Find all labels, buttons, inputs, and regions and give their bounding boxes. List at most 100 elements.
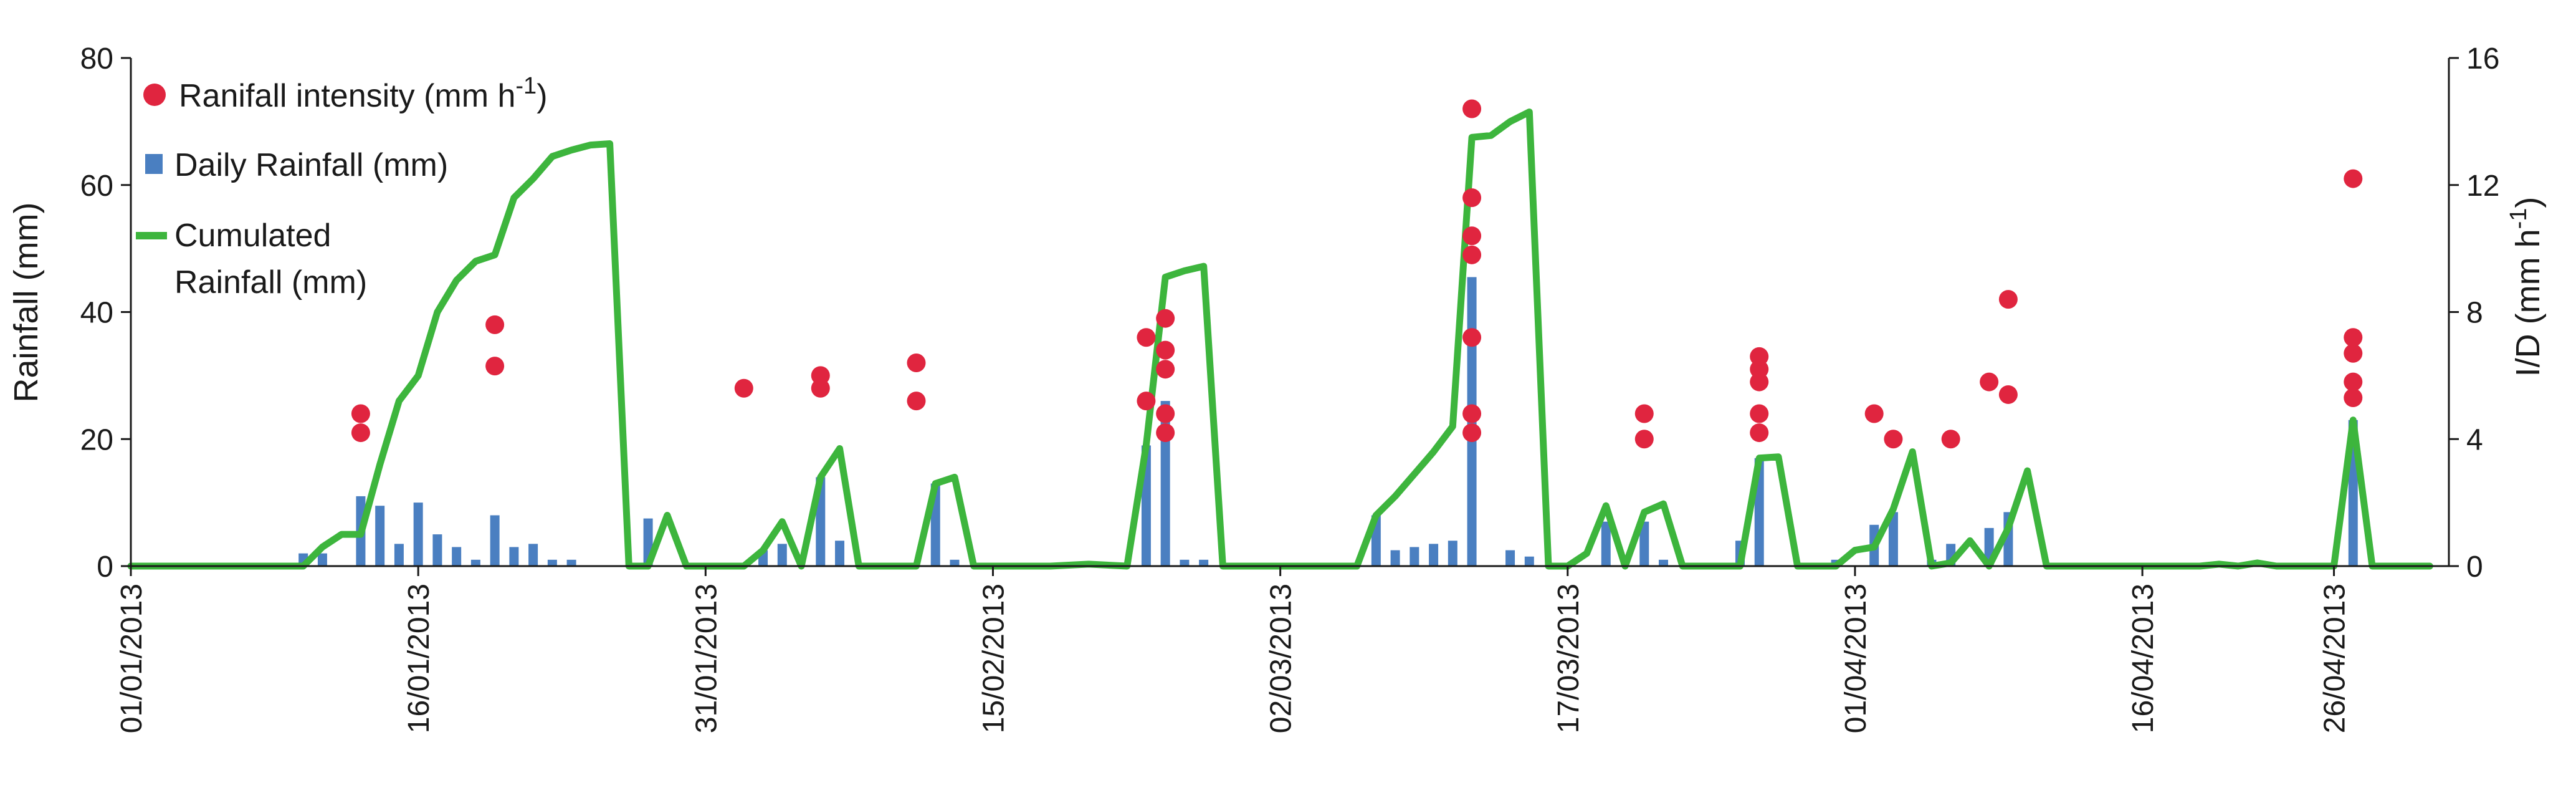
y-tick-label-left: 0	[97, 551, 113, 584]
daily-rainfall-bar	[835, 541, 845, 566]
y-tick-label-left: 80	[80, 42, 113, 75]
intensity-point	[485, 357, 505, 376]
daily-rainfall-bar	[1448, 541, 1457, 566]
intensity-point	[1634, 430, 1654, 449]
daily-rainfall-bar	[1888, 512, 1898, 566]
intensity-point	[1462, 188, 1482, 208]
daily-rainfall-bar	[1659, 559, 1669, 566]
daily-rainfall-bar	[1524, 556, 1534, 566]
daily-rainfall-bar	[1390, 550, 1400, 566]
x-tick-label: 01/01/2013	[115, 584, 148, 733]
x-tick-label: 31/01/2013	[690, 584, 723, 733]
intensity-point	[1462, 423, 1482, 443]
y-tick-label-left: 40	[80, 297, 113, 330]
intensity-point	[1462, 245, 1482, 264]
daily-rainfall-bar	[1429, 544, 1439, 566]
intensity-point	[2344, 344, 2363, 363]
intensity-point	[1156, 360, 1175, 379]
cumulated-rainfall-series	[127, 108, 2433, 570]
legend-daily-rainfall-label: Daily Rainfall (mm)	[174, 147, 448, 183]
intensity-point	[1462, 404, 1482, 423]
daily-rainfall-bar	[1180, 559, 1190, 566]
legend-daily-rainfall-marker	[145, 154, 163, 174]
legend-intensity-label: Ranifall intensity (mm h-1)	[179, 73, 548, 114]
intensity-point	[1750, 404, 1769, 423]
daily-rainfall-bar	[375, 506, 385, 566]
x-tick-label: 17/03/2013	[1552, 584, 1585, 733]
y-tick-label-right: 16	[2466, 42, 2499, 75]
intensity-point	[1884, 430, 1903, 449]
intensity-point	[1864, 404, 1884, 423]
intensity-point	[351, 404, 370, 423]
daily-rainfall-bar	[452, 547, 462, 566]
legend-cumulated-rainfall-label-line2: Rainfall (mm)	[174, 264, 367, 301]
daily-rainfall-bar	[528, 544, 538, 566]
intensity-point	[1137, 328, 1156, 347]
x-tick-label: 01/04/2013	[1839, 584, 1872, 733]
cumulated-rainfall-line	[127, 108, 2433, 570]
intensity-point	[2344, 328, 2363, 347]
intensity-point	[2344, 388, 2363, 408]
daily-rainfall-bar	[566, 559, 576, 566]
intensity-point	[1941, 430, 1960, 449]
daily-rainfall-bar	[1199, 559, 1209, 566]
daily-rainfall-bar	[470, 559, 480, 566]
daily-rainfall-bar	[509, 547, 519, 566]
intensity-point	[485, 315, 505, 334]
intensity-point	[1980, 372, 1999, 392]
intensity-point	[2344, 169, 2363, 188]
daily-rainfall-bar	[1505, 550, 1515, 566]
daily-rainfall-bar	[317, 553, 327, 566]
axes: 0 20 40 60 80 0 4 8 12 16 01/01/2013 16/01/2013 31/0…	[80, 42, 2500, 733]
intensity-point	[351, 423, 370, 443]
intensity-point	[1998, 290, 2018, 309]
intensity-point	[1156, 423, 1175, 443]
x-tick-label: 16/01/2013	[403, 584, 436, 733]
x-tick-label: 02/03/2013	[1265, 584, 1298, 733]
intensity-point	[1137, 392, 1156, 411]
intensity-point	[1750, 423, 1769, 443]
intensity-point	[1156, 340, 1175, 360]
x-tick-label: 26/04/2013	[2319, 584, 2352, 733]
daily-rainfall-bar	[777, 544, 787, 566]
daily-rainfall-bar	[432, 534, 442, 566]
intensity-point	[1750, 347, 1769, 366]
y-tick-label-right: 0	[2466, 551, 2483, 584]
y-axis-title-right: I/D (mm h-1)	[2506, 197, 2547, 377]
daily-rainfall-bar	[1160, 401, 1170, 566]
intensity-point	[2344, 372, 2363, 392]
daily-rainfall-bar	[547, 559, 557, 566]
y-tick-label-right: 4	[2466, 423, 2483, 456]
daily-rainfall-bar	[950, 559, 960, 566]
x-tick-label: 16/04/2013	[2127, 584, 2160, 733]
intensity-point	[907, 354, 926, 372]
intensity-point	[1462, 226, 1482, 246]
intensity-points	[351, 99, 2363, 449]
intensity-point	[811, 366, 830, 385]
y-tick-label-left: 20	[80, 423, 113, 456]
intensity-point	[1634, 404, 1654, 423]
daily-rainfall-bar	[1601, 521, 1611, 566]
intensity-point	[1462, 328, 1482, 347]
daily-rainfall-bar	[413, 503, 423, 566]
intensity-point	[734, 378, 753, 398]
legend: Ranifall intensity (mm h-1) Daily Rainfa…	[136, 73, 548, 301]
daily-rainfall-bar	[1639, 521, 1649, 566]
intensity-point	[1462, 99, 1482, 118]
y-tick-label-right: 8	[2466, 297, 2483, 330]
intensity-point	[1998, 385, 2018, 404]
intensity-point	[1156, 404, 1175, 423]
intensity-point	[907, 392, 926, 411]
x-tick-label: 15/02/2013	[978, 584, 1011, 733]
daily-rainfall-bars	[298, 277, 2358, 566]
y-tick-label-right: 12	[2466, 170, 2499, 203]
intensity-point	[1156, 309, 1175, 328]
daily-rainfall-bar	[1410, 547, 1419, 566]
legend-cumulated-rainfall-label-line1: Cumulated	[174, 218, 331, 254]
y-axis-title-left: Rainfall (mm)	[7, 202, 45, 402]
y-tick-label-left: 60	[80, 170, 113, 203]
daily-rainfall-bar	[490, 515, 500, 566]
daily-rainfall-bar	[394, 544, 404, 566]
legend-intensity-marker	[143, 84, 166, 106]
